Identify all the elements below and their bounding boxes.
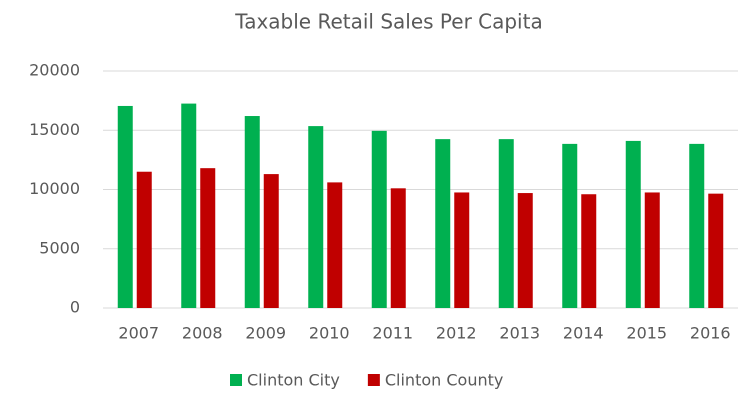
bar bbox=[708, 193, 724, 308]
legend-swatch bbox=[230, 374, 242, 386]
bar bbox=[244, 116, 260, 308]
bar bbox=[181, 103, 197, 309]
y-tick-label: 15000 bbox=[29, 120, 80, 139]
bar bbox=[117, 105, 133, 309]
bar bbox=[263, 174, 279, 308]
bar bbox=[435, 139, 451, 308]
bar bbox=[308, 126, 324, 308]
bar bbox=[581, 194, 597, 308]
x-tick-label: 2012 bbox=[436, 324, 477, 343]
bar bbox=[498, 139, 514, 308]
bar bbox=[390, 188, 406, 308]
x-tick-label: 2007 bbox=[118, 324, 159, 343]
y-tick-label: 5000 bbox=[39, 238, 80, 257]
x-tick-label: 2016 bbox=[690, 324, 731, 343]
legend-label: Clinton County bbox=[385, 371, 503, 390]
y-tick-label: 10000 bbox=[29, 179, 80, 198]
bar bbox=[200, 168, 216, 308]
y-tick-label: 0 bbox=[70, 298, 80, 317]
legend-swatch bbox=[367, 374, 380, 386]
chart-title: Taxable Retail Sales Per Capita bbox=[234, 10, 542, 34]
bar bbox=[562, 143, 578, 308]
x-tick-label: 2008 bbox=[182, 324, 223, 343]
bar bbox=[371, 130, 387, 308]
bar bbox=[454, 192, 470, 308]
bar bbox=[644, 192, 660, 308]
bar bbox=[625, 140, 641, 308]
legend-label: Clinton City bbox=[247, 371, 340, 390]
bar bbox=[689, 143, 705, 308]
x-tick-label: 2010 bbox=[309, 324, 350, 343]
bar bbox=[517, 193, 533, 308]
x-tick-label: 2014 bbox=[563, 324, 604, 343]
x-tick-label: 2009 bbox=[245, 324, 286, 343]
bar bbox=[327, 182, 343, 308]
y-tick-label: 20000 bbox=[29, 61, 80, 80]
bar bbox=[136, 171, 152, 308]
x-tick-label: 2011 bbox=[372, 324, 413, 343]
x-tick-label: 2013 bbox=[499, 324, 540, 343]
x-tick-label: 2015 bbox=[626, 324, 667, 343]
